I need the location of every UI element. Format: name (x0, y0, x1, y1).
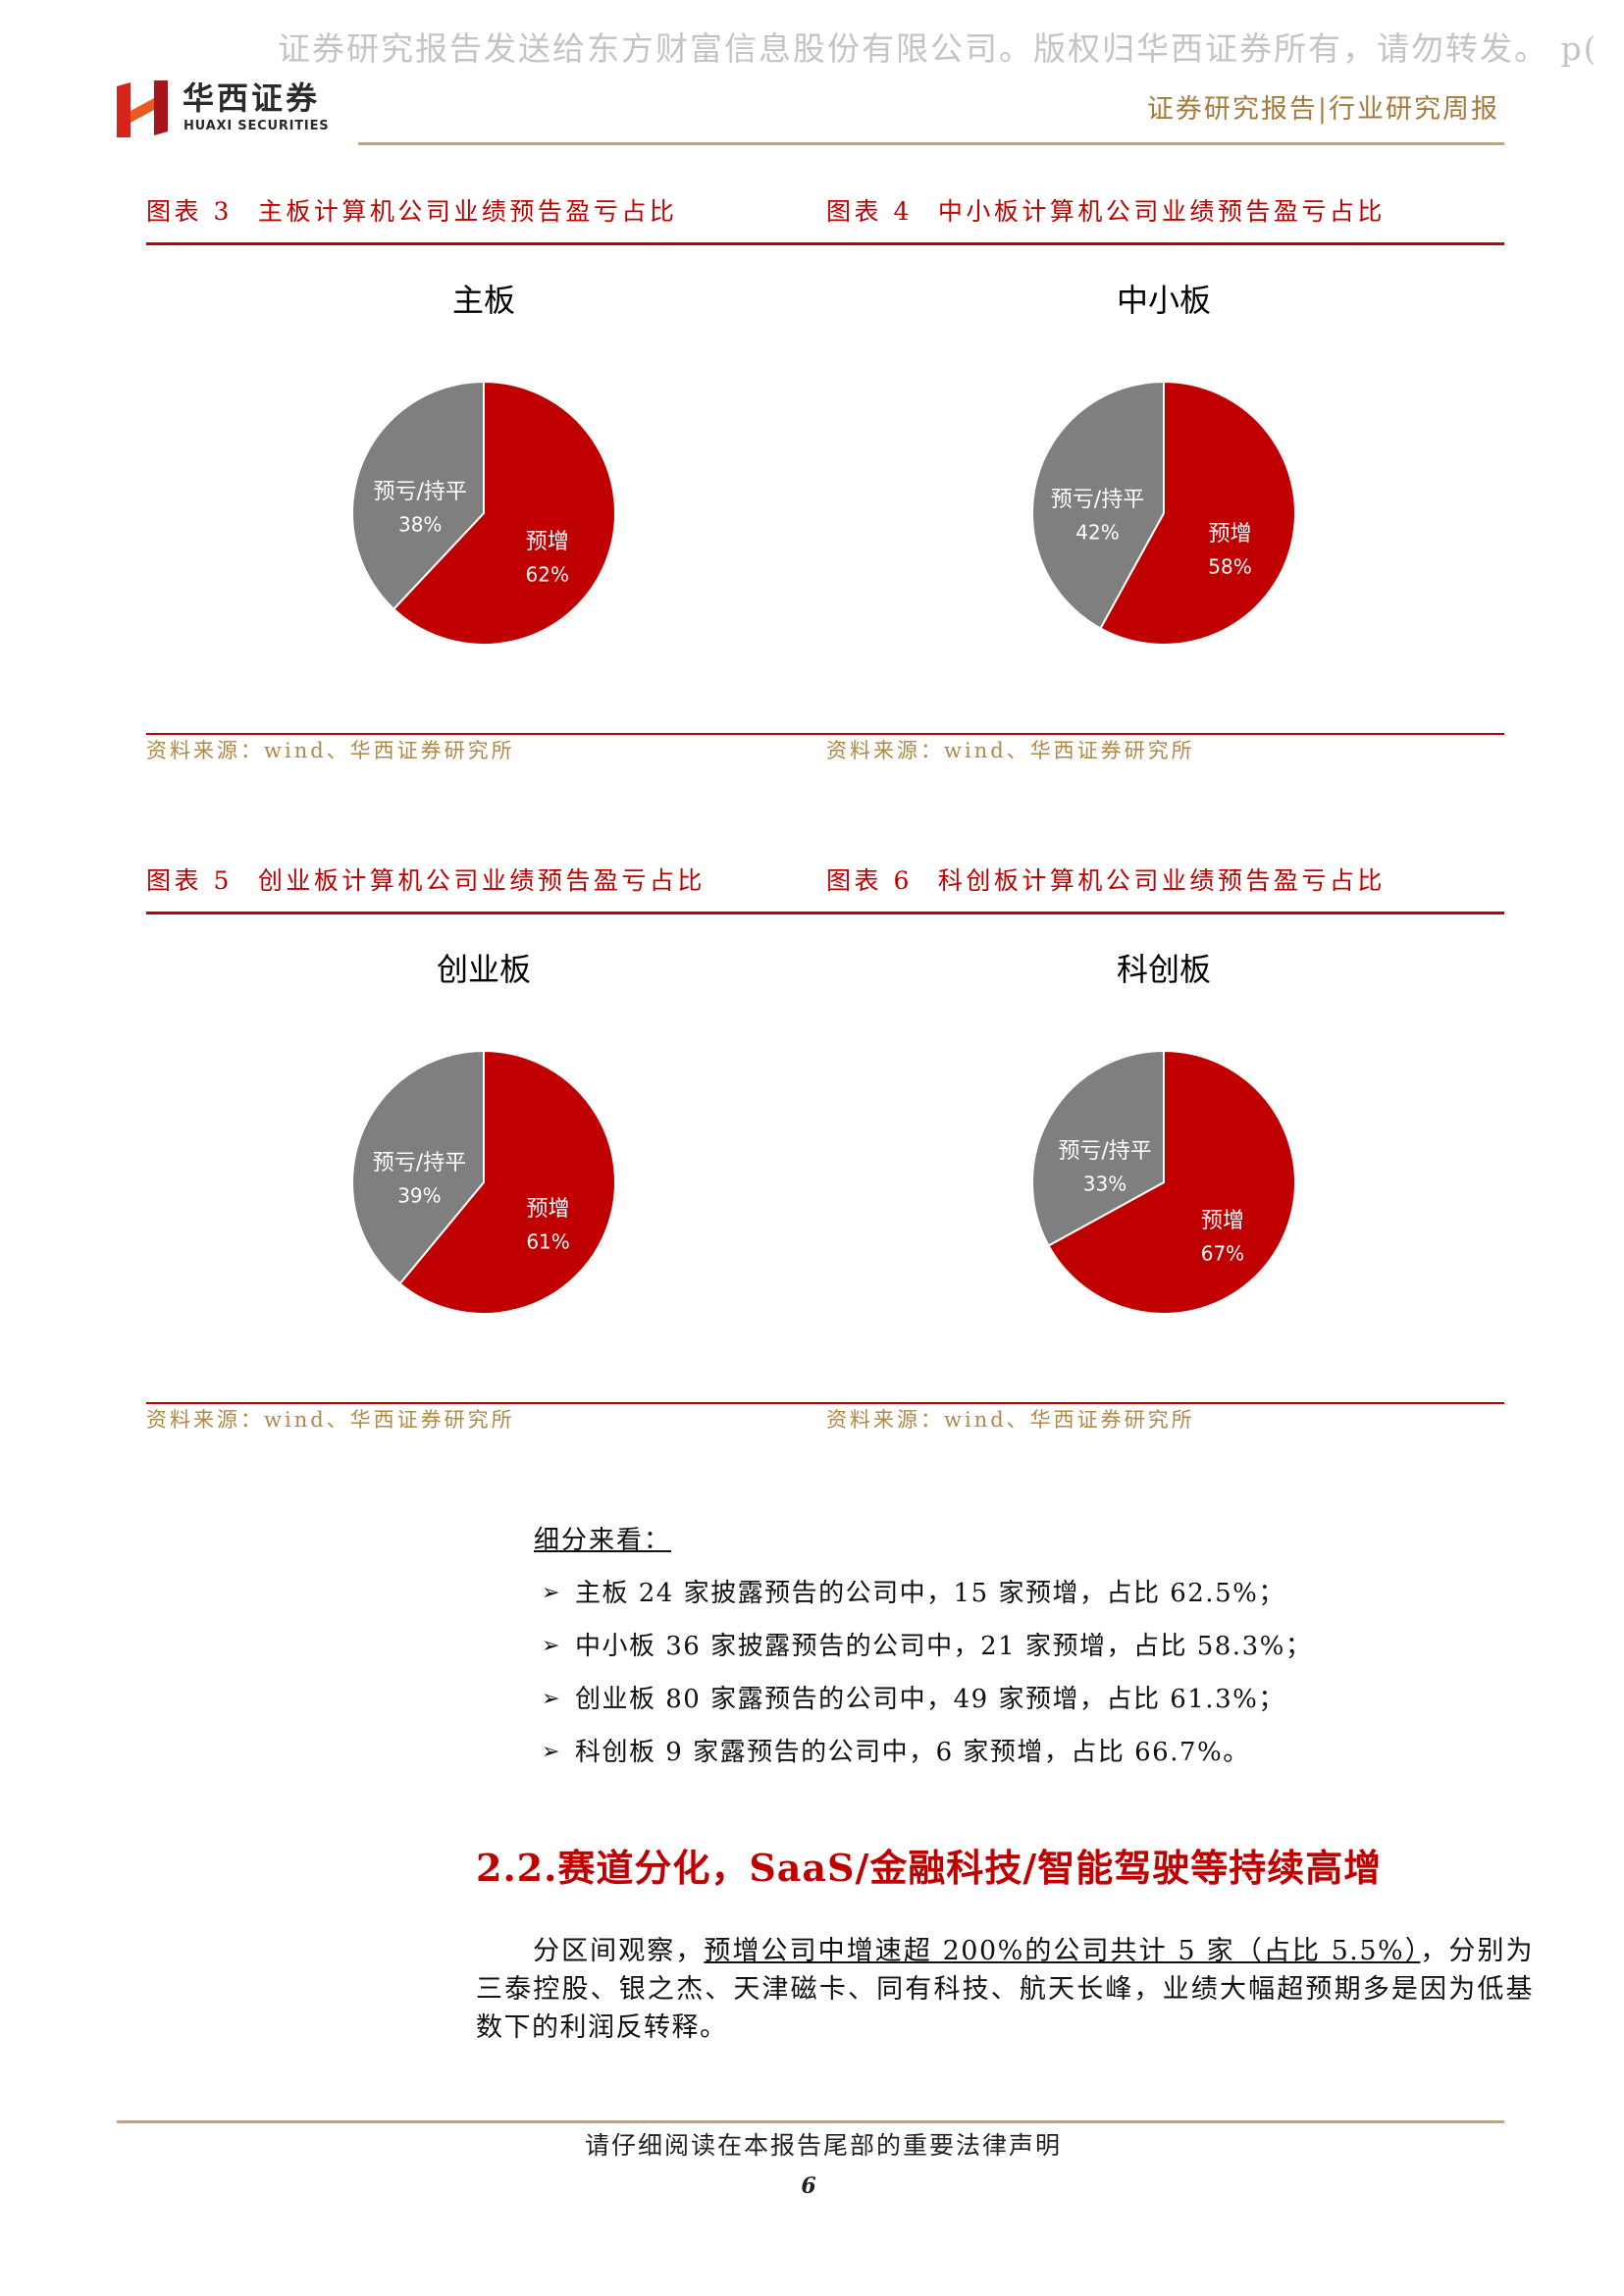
body-paragraph: 分区间观察，预增公司中增速超 200%的公司共计 5 家（占比 5.5%），分别… (476, 1932, 1534, 2047)
pie-slice (398, 1049, 616, 1315)
logo-name-cn: 华西证券 (183, 79, 321, 117)
figure-source: 资料来源：wind、华西证券研究所 (146, 1408, 515, 1432)
pie-slice (392, 380, 616, 646)
section-heading: 2.2.赛道分化，SaaS/金融科技/智能驾驶等持续高增 (476, 1846, 1383, 1890)
figure-top-rule (826, 912, 1504, 914)
pie-category-label: 预亏/持平 (1051, 488, 1144, 512)
paragraph-lead: 分区间观察， (533, 1936, 705, 1966)
pie-percent-label: 62% (526, 563, 569, 587)
figure-caption-text: 创业板计算机公司业绩预告盈亏占比 (257, 866, 706, 895)
pie-chart: 预增 62% 预亏/持平 38% (351, 380, 616, 646)
chart-title: 主板 (451, 282, 515, 319)
pie-chart: 预增 58% 预亏/持平 42% (1031, 380, 1296, 646)
figure-bottom-rule (146, 733, 826, 735)
pie-percent-label: 67% (1201, 1241, 1244, 1265)
legal-notice: 请仔细阅读在本报告尾部的重要法律声明 (584, 2131, 1062, 2160)
chart-title: 创业板 (436, 951, 531, 988)
list-item: 主板 24 家披露预告的公司中，15 家预增，占比 62.5%； (542, 1567, 1312, 1620)
pie-slice (351, 380, 485, 611)
figure-bottom-rule (826, 1402, 1504, 1404)
figure-top-rule (146, 912, 826, 914)
logo-name-en: HUAXI SECURITIES (183, 119, 330, 133)
figure-caption: 图表 6 科创板计算机公司业绩预告盈亏占比 (826, 865, 1386, 897)
figure-source: 资料来源：wind、华西证券研究所 (826, 1408, 1195, 1432)
figure-top-rule (826, 242, 1504, 245)
pie-category-label: 预亏/持平 (374, 480, 467, 504)
figure-bottom-rule (826, 733, 1504, 735)
pie-slice (351, 1049, 485, 1285)
figure-source: 资料来源：wind、华西证券研究所 (826, 739, 1195, 762)
pie-category-label: 预增 (527, 1197, 570, 1222)
figure-chinext-board: 图表 5 创业板计算机公司业绩预告盈亏占比 创业板 预增 61% 预亏/持平 39% 资… (146, 856, 826, 1444)
pie-percent-label: 61% (526, 1230, 569, 1254)
figure-label: 图表 5 (146, 866, 233, 895)
figure-caption: 图表 3 主板计算机公司业绩预告盈亏占比 (146, 196, 677, 228)
chart-title: 中小板 (1116, 282, 1211, 319)
pie-category-label: 预亏/持平 (373, 1151, 466, 1175)
pie-percent-label: 33% (1083, 1173, 1126, 1196)
pie-chart: 预增 67% 预亏/持平 33% (1031, 1049, 1296, 1315)
pie-percent-label: 42% (1075, 521, 1119, 545)
breakdown-intro: 细分来看： (534, 1526, 672, 1555)
pie-category-label: 预增 (1201, 1209, 1244, 1233)
breakdown-list: 主板 24 家披露预告的公司中，15 家预增，占比 62.5%； 中小板 36 … (542, 1567, 1312, 1779)
list-item: 创业板 80 家露预告的公司中，49 家预增，占比 61.3%； (542, 1673, 1312, 1726)
figure-sme-board: 图表 4 中小板计算机公司业绩预告盈亏占比 中小板 预增 58% 预亏/持平 42% 资… (826, 186, 1504, 775)
figure-caption-text: 中小板计算机公司业绩预告盈亏占比 (937, 197, 1386, 226)
figure-top-rule (146, 242, 826, 245)
figure-star-market: 图表 6 科创板计算机公司业绩预告盈亏占比 科创板 预增 67% 预亏/持平 33% 资… (826, 856, 1504, 1444)
pie-slice (1031, 380, 1165, 630)
list-item: 中小板 36 家披露预告的公司中，21 家预增，占比 58.3%； (542, 1620, 1312, 1673)
pie-category-label: 预增 (1208, 522, 1251, 547)
pie-category-label: 预亏/持平 (1058, 1139, 1151, 1164)
watermark: 证券研究报告发送给东方财富信息股份有限公司。版权归华西证券所有，请勿转发。 p( (278, 29, 1598, 68)
pie-slice (1099, 380, 1296, 646)
figure-caption-text: 主板计算机公司业绩预告盈亏占比 (257, 197, 678, 226)
figure-bottom-rule (146, 1402, 826, 1404)
figure-label: 图表 4 (826, 197, 913, 226)
pie-chart: 预增 61% 预亏/持平 39% (351, 1049, 616, 1315)
footer-divider (117, 2120, 1504, 2123)
figure-caption: 图表 4 中小板计算机公司业绩预告盈亏占比 (826, 196, 1386, 228)
pie-percent-label: 38% (398, 512, 442, 536)
figure-source: 资料来源：wind、华西证券研究所 (146, 739, 515, 762)
list-item: 科创板 9 家露预告的公司中，6 家预增，占比 66.7%。 (542, 1726, 1312, 1779)
figure-label: 图表 3 (146, 197, 233, 226)
figure-label: 图表 6 (826, 866, 913, 895)
pie-category-label: 预增 (526, 530, 569, 554)
pie-slice (1047, 1049, 1296, 1315)
figure-caption-text: 科创板计算机公司业绩预告盈亏占比 (937, 866, 1386, 895)
pie-slice (1031, 1049, 1165, 1247)
pie-percent-label: 39% (397, 1183, 441, 1207)
logo-icon (117, 80, 168, 137)
figure-main-board: 图表 3 主板计算机公司业绩预告盈亏占比 主板 预增 62% 预亏/持平 38% 资料来… (146, 186, 826, 775)
report-type: 证券研究报告|行业研究周报 (1146, 94, 1499, 125)
paragraph-rest: ，分别为三泰控股、银之杰、天津磁卡、同有科技、航天长峰，业绩大幅超预期多是因为低… (476, 1936, 1535, 2043)
pie-percent-label: 58% (1208, 554, 1251, 578)
page-number: 6 (801, 2173, 816, 2199)
paragraph-underlined: 预增公司中增速超 200%的公司共计 5 家（占比 5.5%） (704, 1936, 1421, 1966)
chart-title: 科创板 (1116, 951, 1211, 988)
header-divider (358, 142, 1504, 145)
figure-caption: 图表 5 创业板计算机公司业绩预告盈亏占比 (146, 865, 706, 897)
